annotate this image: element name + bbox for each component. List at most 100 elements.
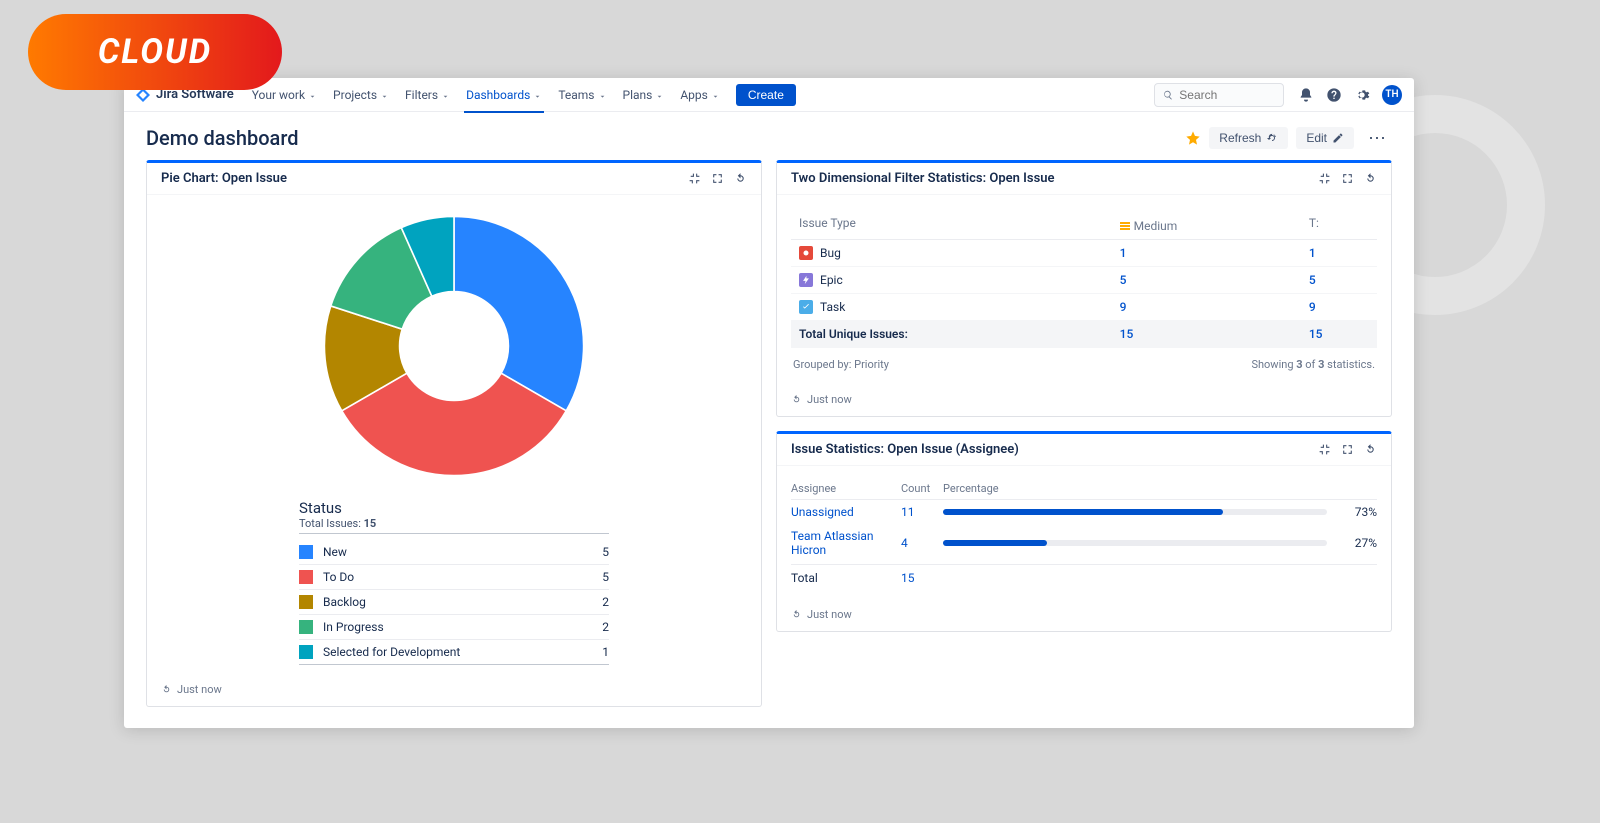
legend-value: 1 xyxy=(602,645,609,659)
search-icon xyxy=(1163,89,1173,101)
gadget-title: Issue Statistics: Open Issue (Assignee) xyxy=(791,442,1019,457)
gadget-title: Two Dimensional Filter Statistics: Open … xyxy=(791,171,1055,186)
help-icon[interactable] xyxy=(1326,87,1342,103)
settings-icon[interactable] xyxy=(1354,87,1370,103)
nav-item-teams[interactable]: Teams xyxy=(550,78,614,112)
showing-count: Showing 3 of 3 statistics. xyxy=(1251,358,1375,371)
cell-medium: 1 xyxy=(1112,240,1301,267)
percentage-label: 73% xyxy=(1337,505,1377,519)
assignee-row[interactable]: Unassigned11 73% xyxy=(791,500,1377,524)
issue-type-label: Bug xyxy=(820,246,841,260)
legend-row[interactable]: New5 xyxy=(299,540,609,565)
table-row[interactable]: Bug11 xyxy=(791,240,1377,267)
issue-type-icon xyxy=(799,300,813,314)
chevron-down-icon xyxy=(598,90,607,99)
chevron-down-icon xyxy=(380,90,389,99)
percentage-bar xyxy=(943,509,1327,515)
legend-row[interactable]: To Do 5 xyxy=(299,565,609,590)
nav-item-label: Projects xyxy=(333,88,377,102)
assignee-count: 4 xyxy=(901,536,943,550)
reload-small-icon xyxy=(791,394,802,405)
title-bar: Demo dashboard Refresh Edit ⋯ xyxy=(124,112,1414,160)
assignee-total-row: Total 15 xyxy=(791,564,1377,590)
gadget-title: Pie Chart: Open Issue xyxy=(161,171,287,186)
percentage-bar xyxy=(943,540,1327,546)
expand-icon[interactable] xyxy=(711,172,724,185)
reload-icon[interactable] xyxy=(1364,443,1377,456)
jira-app-window: Jira Software Your workProjectsFiltersDa… xyxy=(124,78,1414,728)
assignee-name[interactable]: Unassigned xyxy=(791,505,901,519)
avatar[interactable]: TH xyxy=(1382,85,1402,105)
table-row[interactable]: Epic55 xyxy=(791,267,1377,294)
expand-icon[interactable] xyxy=(1341,443,1354,456)
gadget-footer: Just now xyxy=(777,602,1391,631)
minimize-icon[interactable] xyxy=(1318,172,1331,185)
assignee-row[interactable]: Team Atlassian Hicron427% xyxy=(791,524,1377,562)
nav-item-plans[interactable]: Plans xyxy=(615,78,673,112)
legend-label: New xyxy=(323,545,347,559)
cell-t: 5 xyxy=(1301,267,1377,294)
star-icon[interactable] xyxy=(1185,130,1201,146)
chevron-down-icon xyxy=(533,90,542,99)
nav-item-filters[interactable]: Filters xyxy=(397,78,458,112)
legend-value: 2 xyxy=(602,595,609,609)
reload-small-icon xyxy=(161,684,172,695)
assignee-count: 11 xyxy=(901,505,943,519)
legend-label: To Do xyxy=(323,570,354,584)
legend-label: Backlog xyxy=(323,595,366,609)
reload-small-icon xyxy=(791,609,802,620)
legend-swatch xyxy=(299,620,313,634)
issue-type-icon xyxy=(799,273,813,287)
nav-item-label: Dashboards xyxy=(466,88,530,102)
search-box[interactable] xyxy=(1154,83,1284,107)
issue-type-label: Epic xyxy=(820,273,843,287)
col-issue-type: Issue Type xyxy=(791,207,1112,240)
legend-swatch xyxy=(299,545,313,559)
left-column: Pie Chart: Open Issue Status Total I xyxy=(146,160,762,712)
chevron-down-icon xyxy=(655,90,664,99)
grouped-by: Grouped by: Priority xyxy=(793,358,889,371)
assignee-header: Assignee Count Percentage xyxy=(791,478,1377,500)
refresh-button[interactable]: Refresh xyxy=(1209,127,1288,149)
reload-icon[interactable] xyxy=(1364,172,1377,185)
col-medium: Medium xyxy=(1112,207,1301,240)
legend-value: 2 xyxy=(602,620,609,634)
edit-label: Edit xyxy=(1306,131,1327,145)
col-t: T: xyxy=(1301,207,1377,240)
nav-item-projects[interactable]: Projects xyxy=(325,78,397,112)
more-menu[interactable]: ⋯ xyxy=(1362,128,1392,149)
expand-icon[interactable] xyxy=(1341,172,1354,185)
legend-swatch xyxy=(299,595,313,609)
chevron-down-icon xyxy=(308,90,317,99)
search-input[interactable] xyxy=(1179,88,1275,102)
legend-row[interactable]: Selected for Development 1 xyxy=(299,640,609,665)
page-title: Demo dashboard xyxy=(146,126,299,150)
legend: Status Total Issues: 15 New5To Do5Backlo… xyxy=(299,499,609,665)
legend-row[interactable]: Backlog 2 xyxy=(299,590,609,615)
legend-label: Selected for Development xyxy=(323,645,460,659)
chevron-down-icon xyxy=(441,90,450,99)
chevron-down-icon xyxy=(711,90,720,99)
right-column: Two Dimensional Filter Statistics: Open … xyxy=(776,160,1392,712)
refresh-icon xyxy=(1266,132,1278,144)
notifications-icon[interactable] xyxy=(1298,87,1314,103)
cell-t: 9 xyxy=(1301,294,1377,321)
legend-value: 5 xyxy=(602,570,609,584)
reload-icon[interactable] xyxy=(734,172,747,185)
cloud-badge: CLOUD xyxy=(28,14,282,90)
table-row[interactable]: Task99 xyxy=(791,294,1377,321)
donut-slice-new[interactable] xyxy=(454,216,584,410)
create-button[interactable]: Create xyxy=(736,84,796,106)
refresh-label: Refresh xyxy=(1219,131,1261,145)
nav-item-apps[interactable]: Apps xyxy=(672,78,728,112)
minimize-icon[interactable] xyxy=(688,172,701,185)
top-icons: TH xyxy=(1298,85,1402,105)
minimize-icon[interactable] xyxy=(1318,443,1331,456)
legend-title: Status xyxy=(299,499,609,517)
pencil-icon xyxy=(1332,132,1344,144)
legend-row[interactable]: In Progress2 xyxy=(299,615,609,640)
edit-button[interactable]: Edit xyxy=(1296,127,1354,149)
assignee-name[interactable]: Team Atlassian Hicron xyxy=(791,529,901,557)
nav-item-dashboards[interactable]: Dashboards xyxy=(458,78,550,112)
legend-swatch xyxy=(299,570,313,584)
